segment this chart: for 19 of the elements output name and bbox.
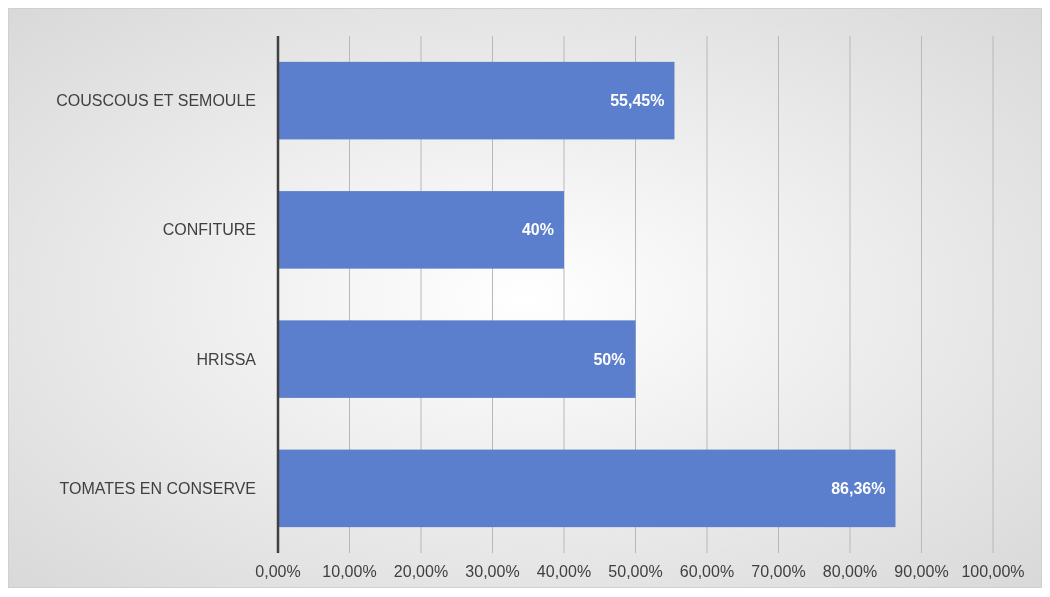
data-label: 86,36% xyxy=(831,479,886,497)
y-tick-label: CONFITURE xyxy=(162,221,256,239)
data-label: 40% xyxy=(521,221,554,239)
y-tick-label: COUSCOUS ET SEMOULE xyxy=(56,92,256,110)
data-label: 55,45% xyxy=(610,92,665,110)
x-tick-label: 70,00% xyxy=(751,563,806,580)
x-tick-label: 80,00% xyxy=(822,563,878,580)
x-tick-label: 20,00% xyxy=(393,563,449,580)
data-label: 50% xyxy=(593,350,626,368)
y-tick-label: HRISSA xyxy=(196,350,257,368)
x-tick-label: 10,00% xyxy=(322,563,377,580)
x-tick-label: 60,00% xyxy=(679,563,735,580)
x-tick-label: 40,00% xyxy=(536,563,592,580)
x-tick-label: 0,00% xyxy=(255,563,301,580)
x-tick-label: 90,00% xyxy=(894,563,949,580)
y-tick-label: TOMATES EN CONSERVE xyxy=(59,479,256,497)
x-tick-label: 50,00% xyxy=(608,563,663,580)
x-tick-label: 100,00% xyxy=(961,563,1025,580)
x-tick-label: 30,00% xyxy=(465,563,520,580)
